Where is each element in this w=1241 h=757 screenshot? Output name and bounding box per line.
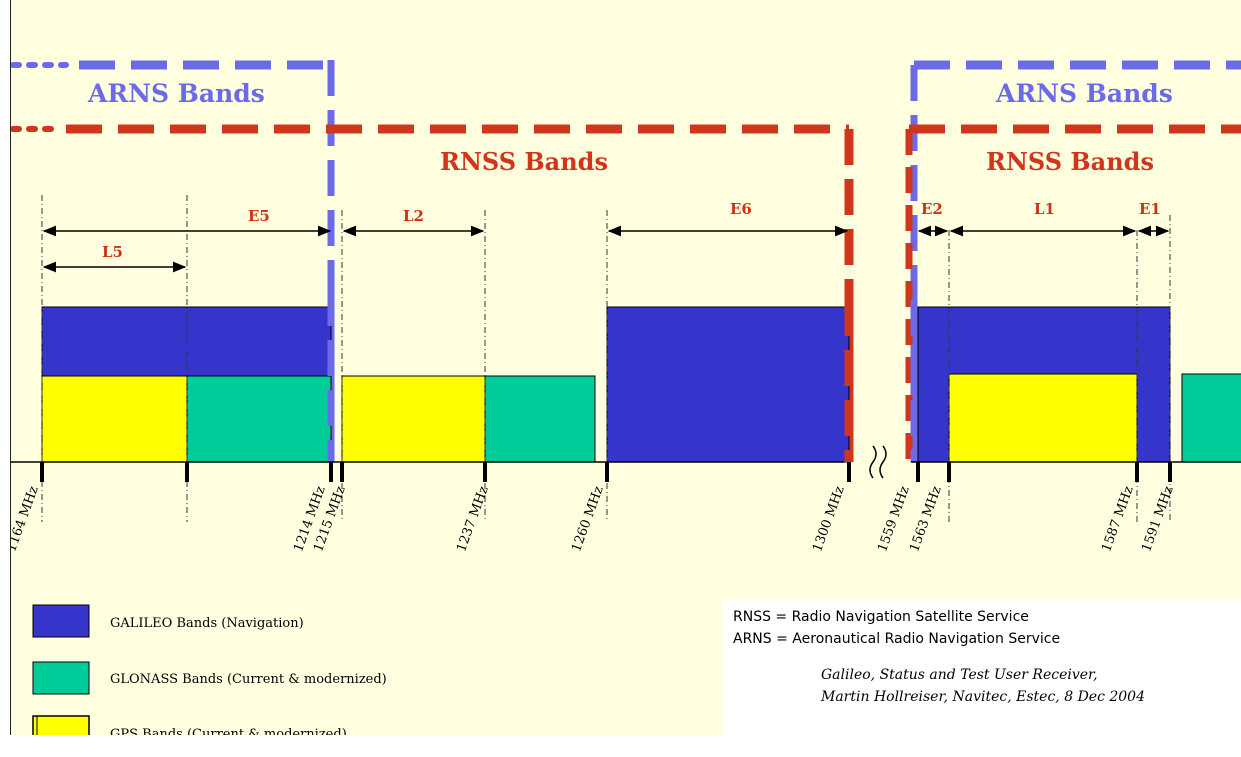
band-label-e2: E2 (921, 200, 943, 218)
gps-l5-block (41, 375, 188, 463)
band-blocks (41, 306, 1241, 463)
band-label-e1: E1 (1139, 200, 1161, 218)
citation-line-2: Martin Hollreiser, Navitec, Estec, 8 Dec… (821, 689, 1145, 705)
arns-definition: ARNS = Aeronautical Radio Navigation Ser… (733, 631, 1061, 647)
band-label-l2: L2 (403, 207, 424, 225)
arns-right-label: ARNS Bands (995, 79, 1173, 108)
arns-left-label: ARNS Bands (87, 79, 265, 108)
freq-label-1164: 1164 MHz (11, 484, 42, 554)
legend: GALILEO Bands (Navigation) GLONASS Bands… (32, 604, 387, 735)
definitions-note: RNSS = Radio Navigation Satellite Servic… (723, 600, 1241, 735)
band-label-e6: E6 (730, 200, 752, 218)
citation: Galileo, Status and Test User Receiver, … (821, 664, 1240, 708)
rnss-center-label: RNSS Bands (440, 147, 608, 176)
legend-gps-swatch (32, 715, 90, 735)
glonass-e5-block (186, 375, 332, 463)
freq-label-1237: 1237 MHz (454, 484, 492, 554)
freq-label-1587: 1587 MHz (1099, 484, 1137, 554)
freq-label-1559: 1559 MHz (875, 484, 913, 554)
legend-galileo-swatch (32, 604, 90, 638)
band-label-e5: E5 (248, 207, 270, 225)
rnss-right-label: RNSS Bands (986, 147, 1154, 176)
legend-glonass-swatch (32, 661, 90, 695)
legend-gps-label: GPS Bands (Current & modernized) (110, 727, 347, 735)
freq-label-1563: 1563 MHz (907, 484, 945, 554)
glonass-l1-block (1181, 373, 1241, 463)
freq-label-1591: 1591 MHz (1139, 484, 1177, 554)
gps-l2-block (341, 375, 486, 463)
axis-break-icon (869, 445, 887, 479)
gps-l1-block (948, 373, 1138, 463)
diagram-svg: ARNS Bands ARNS Bands RNSS Bands RNSS Ba… (11, 60, 1241, 735)
band-label-l5: L5 (102, 243, 123, 261)
span-arrows (42, 225, 1170, 273)
rnss-definition: RNSS = Radio Navigation Satellite Servic… (733, 609, 1029, 625)
legend-galileo-label: GALILEO Bands (Navigation) (110, 616, 304, 631)
freq-label-1300: 1300 MHz (810, 484, 848, 554)
band-label-l1: L1 (1034, 200, 1055, 218)
galileo-e6-block (606, 306, 850, 463)
frequency-band-diagram: ARNS Bands ARNS Bands RNSS Bands RNSS Ba… (10, 0, 1241, 735)
glonass-l2-block (484, 375, 596, 463)
axis-ticks (40, 462, 1172, 482)
freq-label-1260: 1260 MHz (569, 484, 607, 554)
legend-glonass-label: GLONASS Bands (Current & modernized) (110, 672, 387, 687)
citation-line-1: Galileo, Status and Test User Receiver, (821, 667, 1098, 683)
